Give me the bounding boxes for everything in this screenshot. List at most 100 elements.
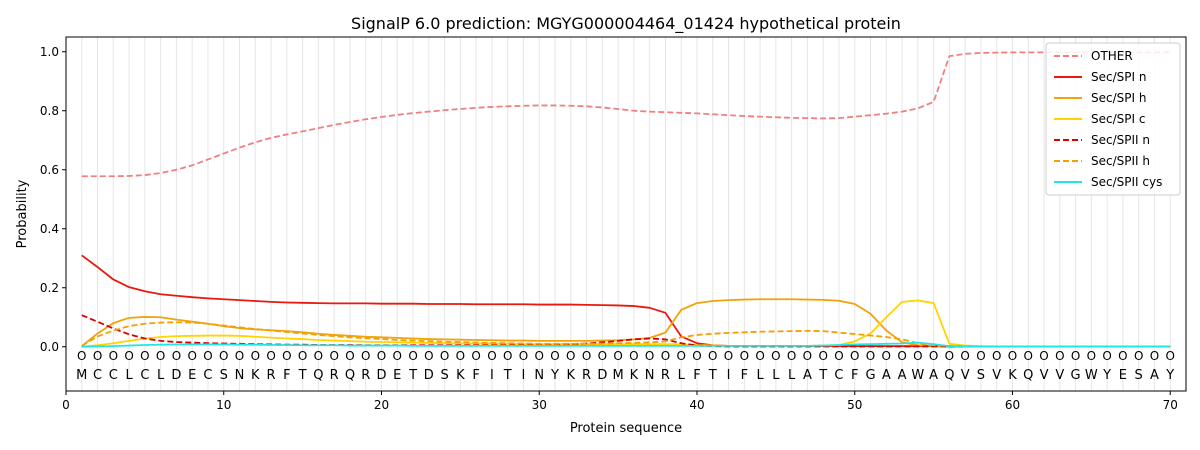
residue-label: G	[865, 368, 875, 383]
x-tick-label: 10	[216, 398, 231, 412]
residue-label: I	[522, 368, 526, 383]
plot-frame	[65, 36, 1187, 392]
region-marker: O	[187, 349, 196, 363]
region-marker: O	[755, 349, 764, 363]
residue-label: Q	[313, 368, 323, 383]
region-marker: O	[629, 349, 638, 363]
residue-label: Y	[550, 368, 559, 383]
residue-label: Q	[944, 368, 954, 383]
region-marker: O	[992, 349, 1001, 363]
residue-label: D	[424, 368, 434, 383]
region-marker: O	[582, 349, 591, 363]
region-marker: O	[345, 349, 354, 363]
residue-label: T	[503, 368, 512, 383]
residue-label: V	[1040, 368, 1049, 383]
y-axis-ticks: 0.0 0.2 0.4 0.6 0.8 1.0	[40, 45, 66, 354]
y-tick-label: 0.6	[40, 163, 59, 177]
region-marker: O	[1102, 349, 1111, 363]
residue-label: K	[1008, 368, 1017, 383]
region-marker: O	[882, 349, 891, 363]
residue-label: S	[977, 368, 985, 383]
region-marker: O	[740, 349, 749, 363]
residue-label: M	[76, 368, 87, 383]
region-marker: O	[1134, 349, 1143, 363]
residue-label: E	[393, 368, 401, 383]
residue-label: C	[109, 368, 118, 383]
x-tick-label: 50	[847, 398, 862, 412]
residue-label: Q	[345, 368, 355, 383]
region-marker: O	[203, 349, 212, 363]
region-marker: O	[676, 349, 685, 363]
residue-label: G	[1071, 368, 1081, 383]
residue-label: V	[992, 368, 1001, 383]
region-marker: O	[692, 349, 701, 363]
region-marker: O	[803, 349, 812, 363]
residue-label: F	[472, 368, 479, 383]
y-tick-label: 0.4	[40, 222, 59, 236]
region-marker: O	[1165, 349, 1174, 363]
region-marker: O	[1071, 349, 1080, 363]
series-line	[81, 51, 1171, 178]
residue-label: T	[298, 368, 307, 383]
residue-label: W	[911, 368, 924, 383]
x-tick-label: 40	[689, 398, 704, 412]
residue-label: C	[140, 368, 149, 383]
legend-label: Sec/SPII cys	[1091, 175, 1162, 189]
region-marker: O	[235, 349, 244, 363]
region-marker: O	[440, 349, 449, 363]
region-marker: O	[1118, 349, 1127, 363]
legend-label: Sec/SPI h	[1091, 91, 1146, 105]
legend-label: OTHER	[1091, 49, 1133, 63]
region-marker: O	[140, 349, 149, 363]
residue-label: F	[741, 368, 748, 383]
region-marker: O	[613, 349, 622, 363]
region-marker: O	[818, 349, 827, 363]
residue-label: N	[235, 368, 245, 383]
residue-label: V	[961, 368, 970, 383]
residue-label: A	[929, 368, 938, 383]
chart-title: SignalP 6.0 prediction: MGYG000004464_01…	[351, 14, 901, 34]
region-marker: O	[124, 349, 133, 363]
region-marker: O	[424, 349, 433, 363]
region-marker: O	[645, 349, 654, 363]
residue-label: I	[490, 368, 494, 383]
residue-label: C	[93, 368, 102, 383]
residue-label: S	[440, 368, 448, 383]
legend: OTHER Sec/SPI n Sec/SPI h Sec/SPI c Sec/SPII…	[1045, 42, 1181, 196]
residue-label: F	[693, 368, 700, 383]
residue-label: L	[788, 368, 796, 383]
legend-box	[1045, 42, 1181, 196]
region-marker: O	[1055, 349, 1064, 363]
region-marker: O	[393, 349, 402, 363]
residue-label: K	[251, 368, 260, 383]
residue-label: R	[582, 368, 591, 383]
x-tick-label: 70	[1163, 398, 1178, 412]
region-marker: O	[913, 349, 922, 363]
region-marker: O	[487, 349, 496, 363]
region-marker: O	[456, 349, 465, 363]
region-marker: O	[598, 349, 607, 363]
legend-label: Sec/SPI n	[1091, 70, 1146, 84]
residue-label: L	[157, 368, 165, 383]
region-marker: O	[566, 349, 575, 363]
residue-label: R	[361, 368, 370, 383]
y-tick-label: 0.8	[40, 104, 59, 118]
x-tick-label: 60	[1005, 398, 1020, 412]
residue-label: T	[708, 368, 717, 383]
residue-label: S	[220, 368, 228, 383]
region-marker: O	[298, 349, 307, 363]
region-marker: O	[408, 349, 417, 363]
legend-label: Sec/SPII h	[1091, 154, 1150, 168]
region-marker: O	[929, 349, 938, 363]
y-tick-label: 0.2	[40, 281, 59, 295]
region-marker: O	[708, 349, 717, 363]
residue-label: F	[851, 368, 858, 383]
residue-label: R	[661, 368, 670, 383]
series-lines	[81, 51, 1171, 348]
region-marker: O	[156, 349, 165, 363]
region-marker: O	[1024, 349, 1033, 363]
residue-label: T	[408, 368, 417, 383]
